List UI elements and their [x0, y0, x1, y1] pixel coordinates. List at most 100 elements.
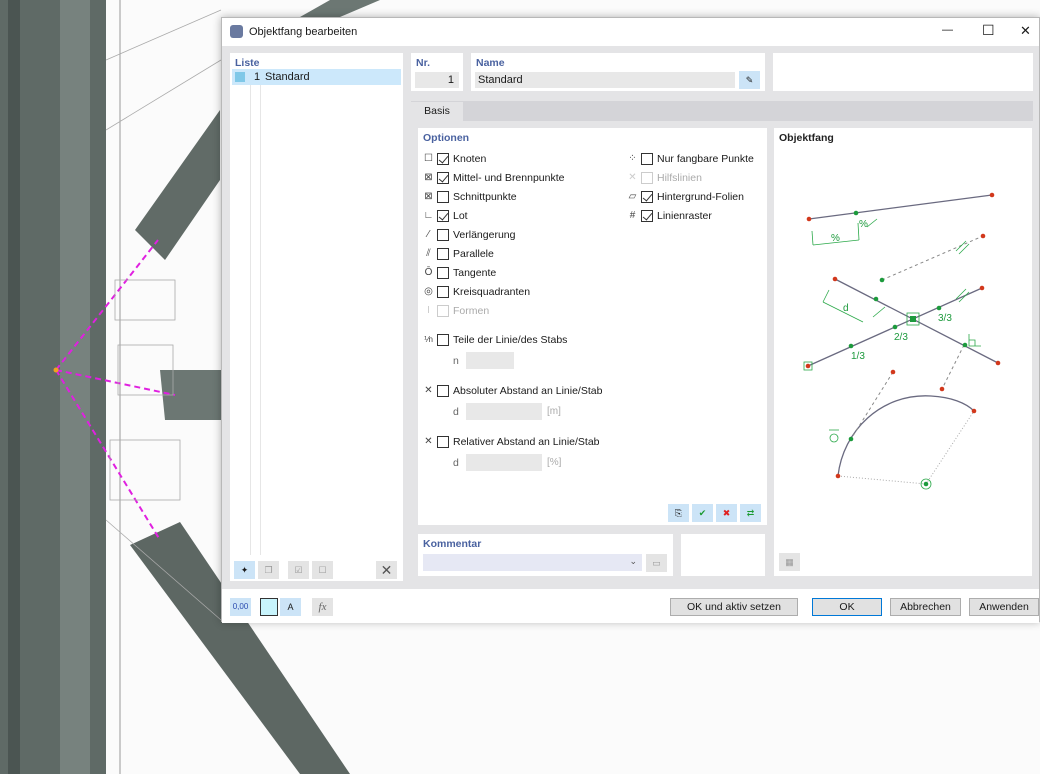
name-field[interactable]: Standard	[475, 72, 735, 88]
guideline-icon: ✕	[628, 172, 637, 183]
tangente-checkbox[interactable]	[437, 267, 449, 279]
absolute-distance-icon: ✕	[424, 385, 433, 396]
relative-d-spinner[interactable]	[466, 454, 542, 471]
knoten-checkbox[interactable]	[437, 153, 449, 165]
copy-item-button[interactable]: ❐	[258, 561, 279, 579]
tab-basis[interactable]: Basis	[411, 102, 463, 121]
divisions-checkbox[interactable]	[437, 334, 449, 346]
number-panel: Nr. 1	[411, 53, 463, 91]
comment-panel: Kommentar ⌄ ▭	[418, 534, 673, 576]
info-panel	[773, 53, 1033, 91]
mittel-und-brennpunkte-checkbox[interactable]	[437, 172, 449, 184]
list-panel: Liste 1 Standard ✦ ❐ ☑ ☐ ✕	[230, 53, 403, 581]
tangent-snap-icon: Ō	[424, 267, 433, 278]
hintergrund-folien-label: Hintergrund-Folien	[657, 191, 744, 203]
color-button[interactable]	[260, 598, 278, 616]
divisions-label: Teile der Linie/des Stabs	[453, 334, 568, 346]
maximize-button[interactable]: ☐	[982, 22, 995, 38]
nur-fangbare-punkte-checkbox[interactable]	[641, 153, 653, 165]
item-number: 1	[254, 71, 261, 83]
copy-settings-button[interactable]: ⎘	[668, 504, 689, 522]
new-item-button[interactable]: ✦	[234, 561, 255, 579]
absolute-d-spinner[interactable]	[466, 403, 542, 420]
perpendicular-snap-icon: ∟	[423, 210, 434, 221]
midpoint-snap-icon: ⊠	[424, 172, 433, 183]
formula-button[interactable]: fx	[312, 598, 333, 616]
intersection-snap-icon: ⊠	[424, 191, 433, 202]
units-button[interactable]: 0,00	[230, 598, 251, 616]
name-panel: Name Standard ✎	[471, 53, 765, 91]
parallel-snap-icon: ⫽	[426, 248, 431, 259]
invert-selection-button[interactable]: ⇄	[740, 504, 761, 522]
parallele-checkbox[interactable]	[437, 248, 449, 260]
relative-distance-checkbox[interactable]	[437, 436, 449, 448]
apply-button[interactable]: Anwenden	[969, 598, 1039, 616]
dialog-app-icon	[230, 25, 243, 38]
check-all-button[interactable]: ☑	[288, 561, 309, 579]
ok-button[interactable]: OK	[812, 598, 882, 616]
preview-panel: Objektfang	[774, 128, 1032, 576]
snap-preview-diagram: % % d 1/3 2/3 3/3	[803, 192, 1001, 490]
select-all-button[interactable]: ✔	[692, 504, 713, 522]
relative-d-label: d	[453, 457, 459, 469]
item-name: Standard	[265, 71, 310, 83]
kreisquadranten-checkbox[interactable]	[437, 286, 449, 298]
absolute-unit: [m]	[547, 406, 561, 417]
relative-unit: [%]	[547, 457, 562, 468]
ok-and-activate-button[interactable]: OK und aktiv setzen	[670, 598, 798, 616]
options-header: Optionen	[423, 132, 470, 144]
close-button[interactable]: ✕	[1020, 23, 1031, 38]
hilfslinien-checkbox[interactable]	[641, 172, 653, 184]
extension-snap-icon: ⁄	[427, 229, 430, 240]
n-label: n	[453, 355, 459, 367]
dialog-footer: 0,00 A fx OK und aktiv setzen OK Abbrech…	[222, 589, 1039, 623]
n-spinner[interactable]	[466, 352, 514, 369]
blank-panel	[681, 534, 765, 576]
absolute-distance-checkbox[interactable]	[437, 385, 449, 397]
preview-options-button[interactable]: ▦	[779, 553, 800, 571]
delete-item-button[interactable]: ✕	[376, 561, 397, 579]
display-properties-button[interactable]: A	[280, 598, 301, 616]
formen-checkbox[interactable]	[437, 305, 449, 317]
lot-label: Lot	[453, 210, 468, 222]
absolute-d-label: d	[453, 406, 459, 418]
hintergrund-folien-checkbox[interactable]	[641, 191, 653, 203]
name-label: Name	[476, 57, 505, 69]
verlängerung-label: Verlängerung	[453, 229, 516, 241]
list-item[interactable]: 1 Standard	[232, 69, 401, 85]
minimize-button[interactable]: —	[942, 24, 953, 36]
quadrant-snap-icon: ◎	[424, 286, 433, 297]
distance-label: d	[843, 303, 849, 314]
schnittpunkte-checkbox[interactable]	[437, 191, 449, 203]
title-bar: Objektfang bearbeiten — ☐ ✕	[222, 18, 1039, 46]
comment-header: Kommentar	[423, 538, 482, 550]
number-field[interactable]: 1	[415, 72, 459, 88]
edit-name-icon[interactable]: ✎	[739, 71, 760, 89]
dialog-title: Objektfang bearbeiten	[249, 26, 358, 38]
nur-fangbare-punkte-label: Nur fangbare Punkte	[657, 153, 754, 165]
relative-distance-label: Relativer Abstand an Linie/Stab	[453, 436, 600, 448]
hilfslinien-label: Hilfslinien	[657, 172, 702, 184]
tangente-label: Tangente	[453, 267, 497, 279]
tab-strip: Basis	[411, 101, 1033, 121]
percent-label: %	[831, 233, 840, 244]
cancel-button[interactable]: Abbrechen	[890, 598, 961, 616]
verlängerung-checkbox[interactable]	[437, 229, 449, 241]
percent-snap-label: %	[859, 219, 868, 230]
third2-label: 2/3	[894, 332, 908, 343]
lot-checkbox[interactable]	[437, 210, 449, 222]
third3-label: 3/3	[938, 313, 952, 324]
deselect-all-button[interactable]: ✖	[716, 504, 737, 522]
comment-library-button[interactable]: ▭	[646, 554, 667, 572]
number-label: Nr.	[416, 57, 431, 69]
linienraster-label: Linienraster	[657, 210, 712, 222]
options-panel: Optionen ☐ Knoten ⊠ Mittel- und Brennpunkte…	[418, 128, 767, 525]
node-snap-icon: ☐	[424, 153, 433, 164]
background-layer-icon: ▱	[628, 191, 637, 202]
toggle-check-button[interactable]: ☐	[312, 561, 333, 579]
kreisquadranten-label: Kreisquadranten	[453, 286, 531, 298]
linienraster-checkbox[interactable]	[641, 210, 653, 222]
snap-settings-dialog: Objektfang bearbeiten — ☐ ✕ Liste 1 Stan…	[221, 17, 1040, 623]
comment-dropdown[interactable]: ⌄	[423, 554, 642, 571]
